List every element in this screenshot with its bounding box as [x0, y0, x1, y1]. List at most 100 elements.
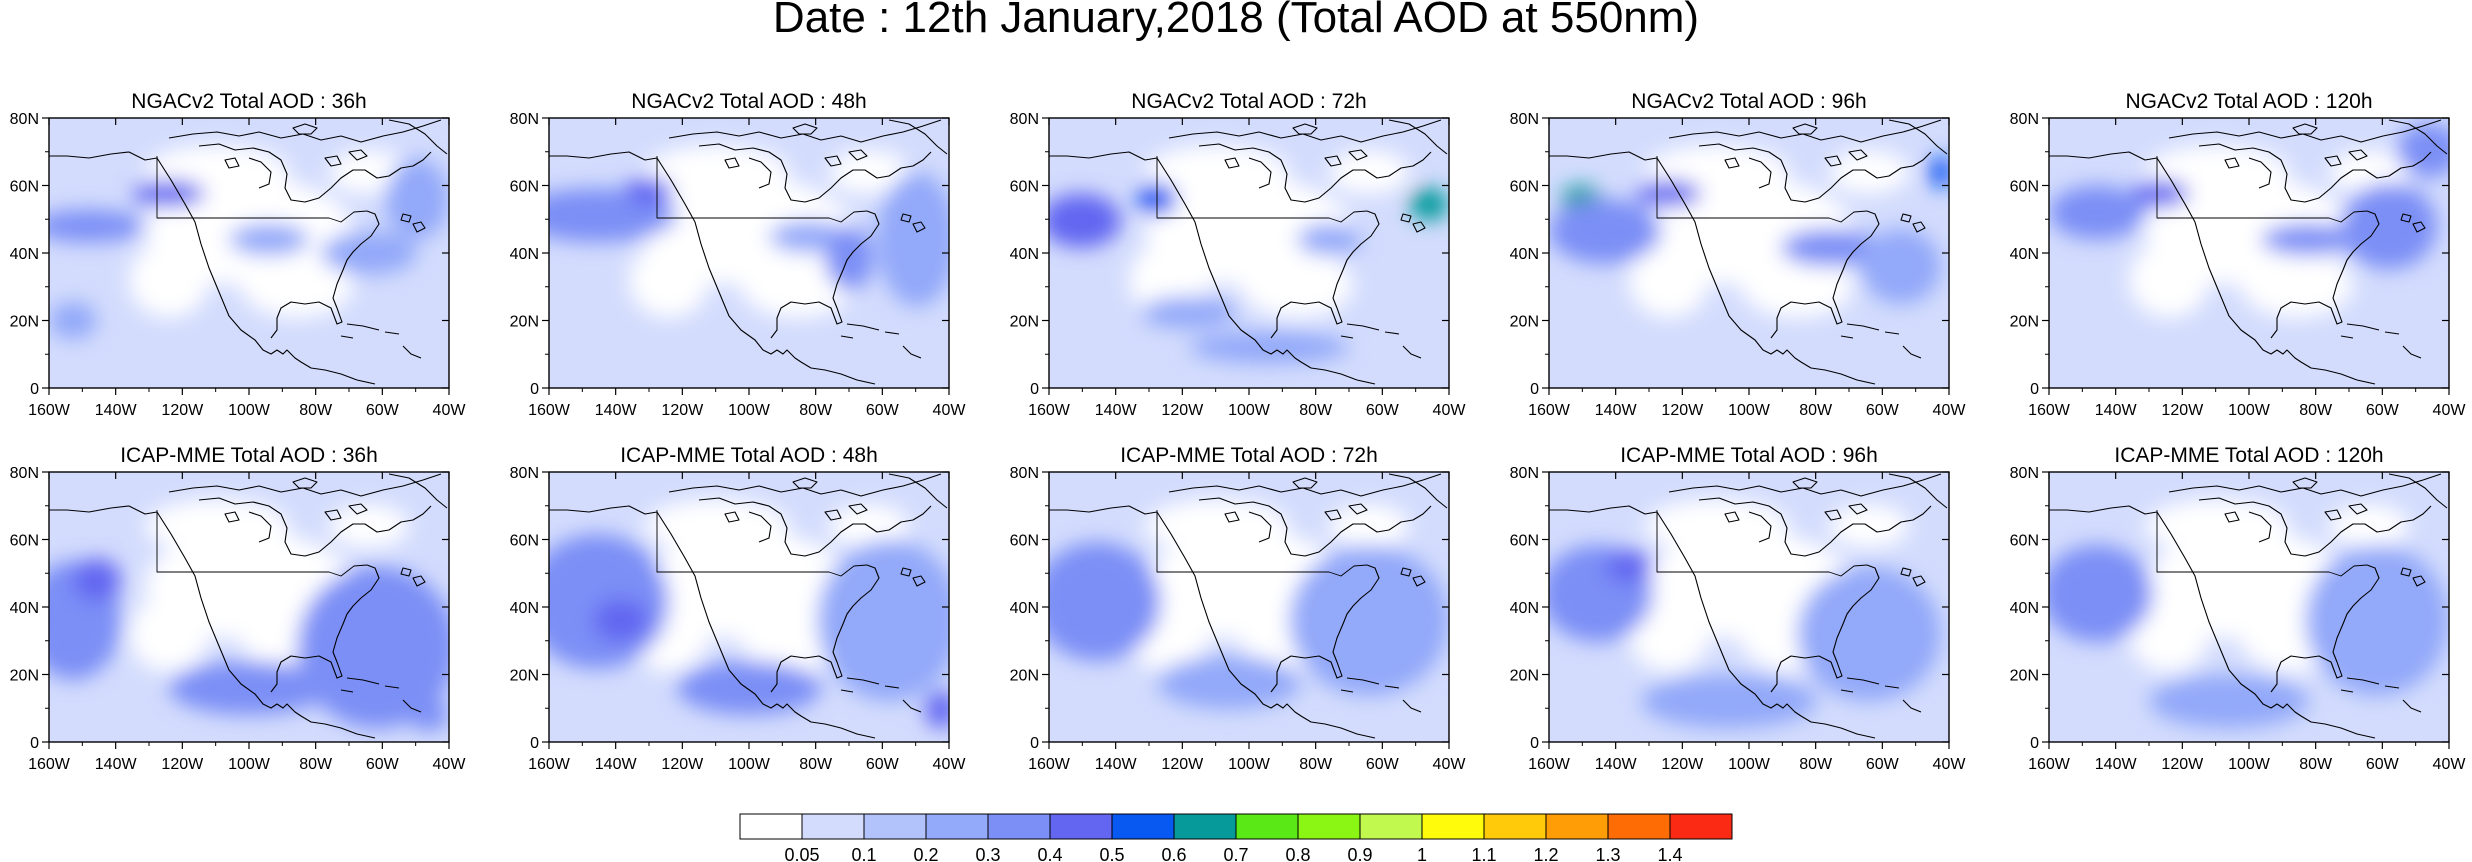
- colorbar-swatch: [1607, 813, 1671, 840]
- lat-tick-label: 0: [2030, 735, 2039, 752]
- lon-tick-label: 140W: [2095, 402, 2138, 419]
- lat-tick-label: 80N: [10, 465, 39, 482]
- aod-plume: [925, 690, 949, 729]
- aod-plume: [1141, 296, 1237, 329]
- clean-air-region: [829, 504, 909, 548]
- lat-tick-label: 60N: [2010, 533, 2039, 550]
- lon-tick-label: 120W: [1161, 756, 1204, 773]
- lat-tick-label: 80N: [2010, 111, 2039, 128]
- lon-tick-label: 120W: [1161, 402, 1204, 419]
- aod-field: [1549, 118, 1949, 388]
- colorbar-label: 0.05: [784, 845, 819, 862]
- lon-tick-label: 140W: [1095, 402, 1138, 419]
- clean-air-region: [2129, 242, 2209, 318]
- lat-tick-label: 0: [1530, 381, 1539, 398]
- lat-tick-label: 20N: [510, 314, 539, 331]
- lon-tick-label: 100W: [2228, 402, 2271, 419]
- map-panel: ICAP-MME Total AOD : 120h 80N 60N 40N 20N 0 16…: [2010, 444, 2467, 773]
- lon-tick-label: 80W: [799, 402, 833, 419]
- lon-tick-label: 120W: [661, 402, 704, 419]
- aod-plume: [593, 598, 649, 643]
- lat-tick-label: 20N: [1510, 314, 1539, 331]
- lon-tick-label: 140W: [95, 756, 138, 773]
- panel-title: NGACv2 Total AOD : 36h: [131, 90, 366, 113]
- colorbar: 0.05 0.1 0.2 0.3 0.4 0.5 0.6 0.7 0.8 0.9 1 1.1 1.2 1.…: [739, 813, 1733, 862]
- lon-tick-label: 40W: [433, 756, 467, 773]
- map-panel: NGACv2 Total AOD : 48h 80N 60N 40N 20N 0 160W 1…: [510, 90, 967, 419]
- lat-tick-label: 60N: [10, 533, 39, 550]
- clean-air-region: [129, 596, 209, 672]
- clean-air-region: [2145, 499, 2289, 553]
- lat-tick-label: 0: [530, 735, 539, 752]
- clean-air-region: [1145, 145, 1289, 199]
- colorbar-swatch: [1111, 813, 1175, 840]
- colorbar-swatch: [1421, 813, 1485, 840]
- aod-plume: [1297, 223, 1361, 256]
- colorbar-label: 0.5: [1099, 845, 1124, 862]
- clean-air-region: [129, 242, 209, 318]
- aod-plume: [817, 539, 949, 702]
- colorbar-label: 0.6: [1161, 845, 1186, 862]
- aod-field: [2049, 118, 2449, 388]
- aod-plume: [825, 226, 873, 291]
- lon-tick-label: 60W: [1366, 402, 1400, 419]
- colorbar-swatch: [1173, 813, 1237, 840]
- lon-tick-label: 120W: [1661, 756, 1704, 773]
- aod-field: [549, 472, 949, 742]
- lon-tick-label: 160W: [528, 756, 571, 773]
- lat-tick-label: 40N: [10, 600, 39, 617]
- lon-tick-label: 80W: [1799, 756, 1833, 773]
- clean-air-region: [1329, 504, 1409, 548]
- panel-title: NGACv2 Total AOD : 120h: [2125, 90, 2372, 113]
- lat-tick-label: 20N: [2010, 668, 2039, 685]
- clean-air-region: [2329, 504, 2409, 548]
- lon-tick-label: 40W: [1433, 402, 1467, 419]
- colorbar-label: 0.4: [1037, 845, 1062, 862]
- colorbar-label: 0.1: [851, 845, 876, 862]
- colorbar-label: 1.4: [1657, 845, 1682, 862]
- aod-plume: [1049, 542, 1161, 661]
- lon-tick-label: 60W: [866, 402, 900, 419]
- lon-tick-label: 160W: [28, 756, 71, 773]
- lon-tick-label: 140W: [1095, 756, 1138, 773]
- panel-title: ICAP-MME Total AOD : 72h: [1120, 444, 1378, 467]
- lon-tick-label: 160W: [2028, 756, 2071, 773]
- lat-tick-label: 60N: [510, 179, 539, 196]
- lon-tick-label: 80W: [2299, 756, 2333, 773]
- aod-plume: [1409, 188, 1449, 221]
- aod-plume: [2049, 185, 2145, 240]
- clean-air-region: [1829, 504, 1909, 548]
- aod-field: [2049, 472, 2449, 742]
- aod-plume: [1861, 228, 1941, 305]
- aod-field: [1049, 472, 1449, 742]
- panel-title: ICAP-MME Total AOD : 120h: [2114, 444, 2383, 467]
- lat-tick-label: 60N: [1510, 533, 1539, 550]
- colorbar-label: 0.8: [1285, 845, 1310, 862]
- lon-tick-label: 40W: [1933, 402, 1967, 419]
- lon-tick-label: 80W: [1299, 756, 1333, 773]
- lon-tick-label: 40W: [1933, 756, 1967, 773]
- map-panel: ICAP-MME Total AOD : 36h 80N 60N 40N 20N 0 160…: [10, 444, 467, 773]
- lat-tick-label: 40N: [510, 246, 539, 263]
- lat-tick-label: 20N: [10, 668, 39, 685]
- lat-tick-label: 0: [1030, 735, 1039, 752]
- lon-tick-label: 40W: [933, 402, 967, 419]
- colorbar-label: 1.2: [1533, 845, 1558, 862]
- lat-tick-label: 80N: [1010, 465, 1039, 482]
- colorbar-label: 1.1: [1471, 845, 1496, 862]
- aod-plume: [2149, 674, 2309, 729]
- lon-tick-label: 160W: [1028, 756, 1071, 773]
- colorbar-swatch: [1483, 813, 1547, 840]
- map-panel: NGACv2 Total AOD : 72h 80N 60N 40N 20N 0 160W 1…: [1010, 90, 1467, 419]
- lat-tick-label: 60N: [10, 179, 39, 196]
- clean-air-region: [1629, 242, 1709, 318]
- lat-tick-label: 20N: [1510, 668, 1539, 685]
- aod-field: [1549, 472, 1949, 742]
- colorbar-swatch: [1049, 813, 1113, 840]
- lon-tick-label: 140W: [1595, 402, 1638, 419]
- aod-plume: [1641, 674, 1817, 729]
- lon-tick-label: 80W: [1299, 402, 1333, 419]
- lon-tick-label: 60W: [2366, 402, 2400, 419]
- lon-tick-label: 60W: [866, 756, 900, 773]
